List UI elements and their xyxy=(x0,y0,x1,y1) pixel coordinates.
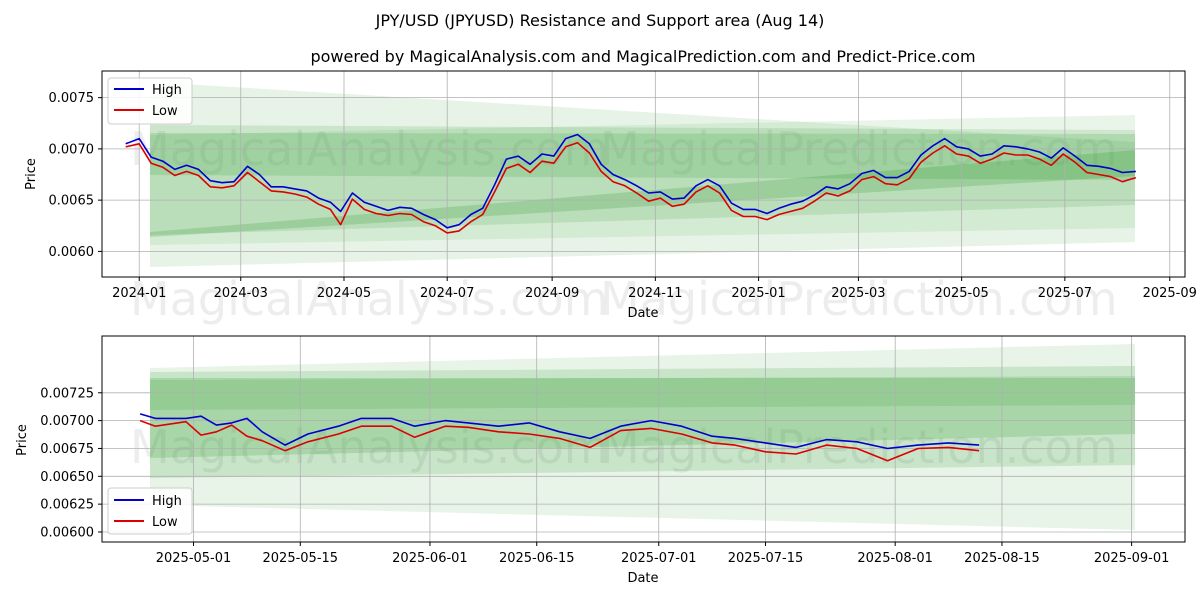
bottom-band-rising xyxy=(150,378,1135,458)
bottom-x-tick-label: 2025-08-15 xyxy=(964,551,1040,566)
top-x-axis-label: Date xyxy=(627,306,658,321)
top-x-tick-label: 2025-01 xyxy=(731,286,785,301)
bottom-x-axis-label: Date xyxy=(627,571,658,586)
top-x-tick-label: 2024-11 xyxy=(628,286,682,301)
bottom-low-series-line xyxy=(139,419,980,462)
top-x-tick-label: 2024-03 xyxy=(214,286,268,301)
bottom-watermark-right: MagicalPrediction.com xyxy=(600,420,1118,474)
top-x-tick-label: 2024-09 xyxy=(525,286,579,301)
top-band-outer xyxy=(150,115,1135,245)
bottom-legend: High Low xyxy=(107,487,193,535)
top-y-tick-label: 0.0065 xyxy=(49,194,95,209)
bottom-axes-frame xyxy=(101,335,1186,543)
bottom-legend-high-label: High xyxy=(152,494,182,509)
top-x-tick-label: 2025-07 xyxy=(1038,286,1092,301)
bottom-x-tick-label: 2025-08-01 xyxy=(857,551,933,566)
top-x-ticks: 2024-01 2024-03 2024-05 2024-07 2024-09 2024-… xyxy=(112,277,1197,301)
bottom-y-tick-label: 0.00650 xyxy=(40,470,94,485)
bottom-y-tick-label: 0.00600 xyxy=(40,525,94,540)
bottom-y-tick-label: 0.00725 xyxy=(40,386,94,401)
bottom-y-tick-label: 0.00675 xyxy=(40,442,94,457)
bottom-x-tick-label: 2025-07-01 xyxy=(621,551,697,566)
bottom-watermark: MagicalAnalysis.com MagicalPrediction.co… xyxy=(130,420,1118,474)
top-legend-low-label: Low xyxy=(152,104,178,119)
bottom-high-series-line xyxy=(139,413,980,450)
bottom-chart-panel: MagicalAnalysis.com MagicalPrediction.co… xyxy=(15,335,1186,586)
top-y-axis-label: Price xyxy=(24,158,39,190)
bottom-watermark-left: MagicalAnalysis.com xyxy=(130,420,609,474)
top-x-tick-label: 2025-05 xyxy=(934,286,988,301)
top-x-tick-label: 2024-05 xyxy=(317,286,371,301)
chart-subtitle: powered by MagicalAnalysis.com and Magic… xyxy=(310,47,975,66)
top-series-lines xyxy=(125,133,1137,234)
top-axes-frame xyxy=(101,70,1186,278)
bottom-y-tick-label: 0.00700 xyxy=(40,414,94,429)
top-band-rising xyxy=(150,150,1135,237)
bottom-x-tick-label: 2025-05-15 xyxy=(263,551,339,566)
top-chart-panel: MagicalAnalysis.com MagicalPrediction.co… xyxy=(24,70,1197,326)
bottom-x-ticks: 2025-05-01 2025-05-15 2025-06-01 2025-06-15… xyxy=(156,542,1170,566)
top-x-tick-label: 2024-07 xyxy=(420,286,474,301)
top-watermark-left-2: MagicalAnalysis.com xyxy=(130,272,609,326)
top-x-tick-label: 2025-03 xyxy=(831,286,885,301)
top-x-tick-label: 2024-01 xyxy=(112,286,166,301)
bottom-grid xyxy=(102,336,1185,542)
chart-title: JPY/USD (JPYUSD) Resistance and Support … xyxy=(375,11,825,30)
bottom-x-tick-label: 2025-06-01 xyxy=(392,551,468,566)
bottom-y-tick-label: 0.00625 xyxy=(40,498,94,513)
bottom-support-resistance-bands xyxy=(150,344,1135,530)
top-y-tick-label: 0.0070 xyxy=(49,142,95,157)
bottom-band-wide xyxy=(150,344,1135,530)
top-band-falling xyxy=(150,133,1135,180)
top-support-resistance-bands xyxy=(150,82,1135,267)
top-grid xyxy=(102,71,1185,277)
top-low-series-line xyxy=(125,141,1137,234)
top-y-tick-label: 0.0060 xyxy=(49,245,95,260)
top-y-tick-label: 0.0075 xyxy=(49,91,95,106)
bottom-x-tick-label: 2025-05-01 xyxy=(156,551,232,566)
bottom-y-ticks: 0.00600 0.00625 0.00650 0.00675 0.00700 0.007… xyxy=(40,386,102,540)
bottom-legend-low-label: Low xyxy=(152,515,178,530)
bottom-x-tick-label: 2025-07-15 xyxy=(728,551,804,566)
bottom-y-axis-label: Price xyxy=(15,424,30,456)
bottom-x-tick-label: 2025-06-15 xyxy=(499,551,575,566)
bottom-series-lines xyxy=(139,413,980,462)
top-legend-high-label: High xyxy=(152,83,182,98)
bottom-x-tick-label: 2025-09-01 xyxy=(1094,551,1170,566)
top-x-tick-label: 2025-09 xyxy=(1143,286,1197,301)
top-high-series-line xyxy=(125,133,1136,229)
top-legend: High Low xyxy=(107,77,193,125)
top-y-ticks: 0.0060 0.0065 0.0070 0.0075 xyxy=(49,91,102,260)
top-band-wide xyxy=(150,82,1135,267)
